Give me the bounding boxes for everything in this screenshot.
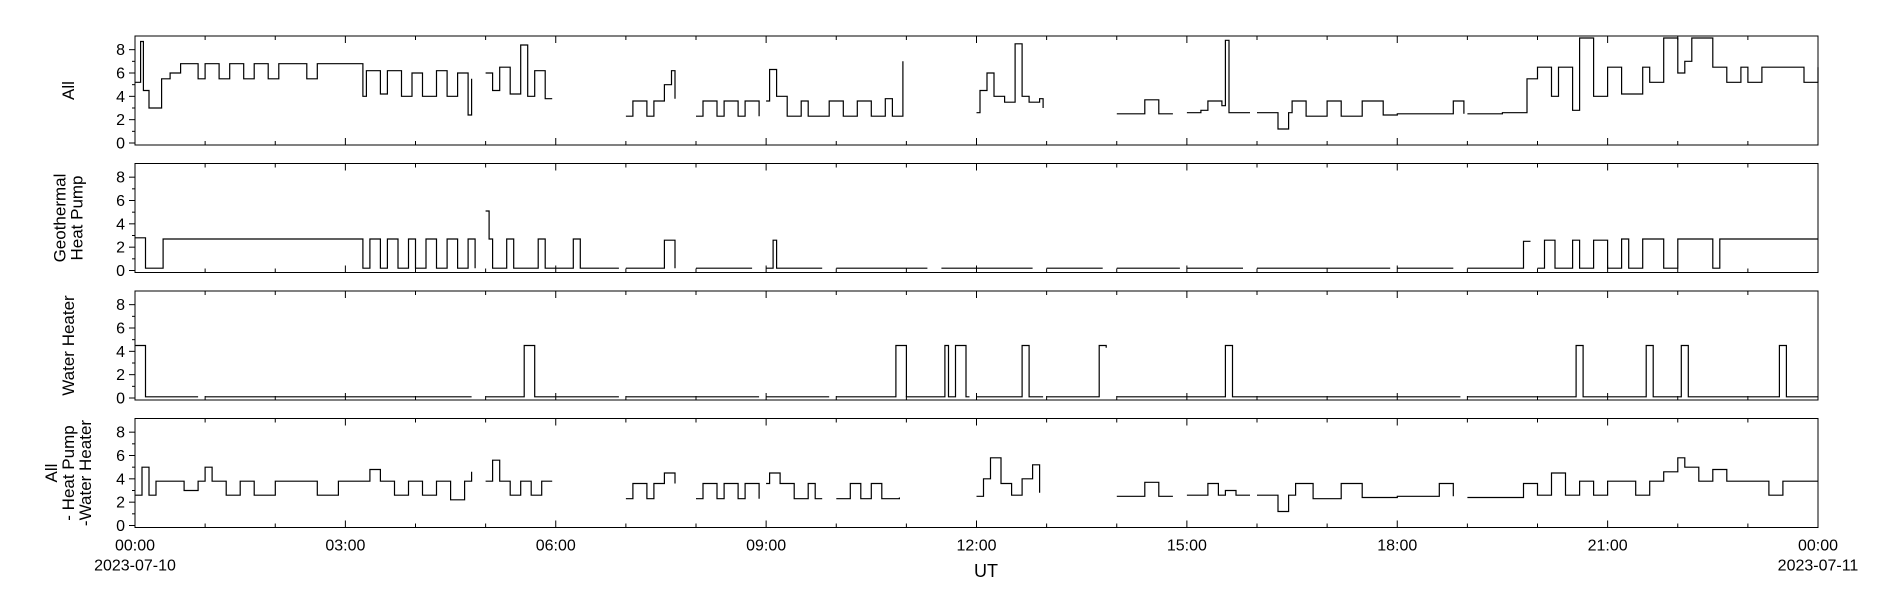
x-tick-label: 00:00 (115, 538, 155, 555)
y-axis-label: -Water Heater (76, 420, 95, 526)
y-tick-label: 6 (116, 66, 125, 83)
series-line (625, 70, 676, 117)
y-tick-label: 2 (116, 495, 125, 512)
x-tick-label: 12:00 (956, 538, 996, 555)
series-line (836, 344, 970, 398)
series-line (485, 344, 619, 398)
series-line (625, 472, 676, 500)
series-line (135, 466, 473, 501)
y-axis-label: All (59, 81, 78, 100)
series-line (976, 43, 1044, 114)
panel-all-minus-heat-pump-water-heater: 0 2 4 6 8 All- Heat Pump-Water Heater (42, 418, 1819, 535)
series-line (135, 344, 199, 398)
x-tick-label: 00:00 (1798, 538, 1838, 555)
series-line (1116, 481, 1173, 497)
y-tick-label: 2 (116, 112, 125, 129)
series-line (485, 459, 553, 496)
series-line (625, 239, 676, 269)
y-tick-label: 0 (116, 391, 125, 408)
series-line (836, 482, 900, 500)
series-line (766, 239, 823, 269)
y-axis-label: Heat Pump (68, 175, 87, 260)
y-axis-label: Geothermal (51, 174, 70, 263)
series-line (1467, 37, 1819, 115)
series-line (1467, 240, 1531, 269)
y-axis-label: - Heat Pump (59, 425, 78, 520)
series-line (766, 61, 904, 117)
series-line (1467, 344, 1818, 398)
y-tick-label: 2 (116, 240, 125, 257)
x-axis: 00:00 2023-07-10 03:00 06:00 09:00 12:00 15:00… (94, 538, 1858, 575)
y-tick-label: 6 (116, 448, 125, 465)
y-axis-label: All (42, 464, 61, 483)
y-tick-label: 4 (116, 216, 125, 233)
x-tick-date: 2023-07-11 (1778, 558, 1859, 575)
y-tick-label: 2 (116, 367, 125, 384)
panel-all: 0 2 4 6 8 All (59, 35, 1819, 153)
series-line (976, 457, 1041, 497)
x-tick-label: 09:00 (746, 538, 786, 555)
series-line (485, 210, 619, 269)
series-line (1257, 100, 1465, 130)
y-tick-label: 0 (116, 263, 125, 280)
y-tick-label: 8 (116, 170, 125, 187)
x-tick-label: 03:00 (325, 538, 365, 555)
panel-water-heater: 0 2 4 6 8 Water Heater (59, 290, 1819, 408)
y-tick-label: 4 (116, 344, 125, 361)
series-line (135, 237, 476, 269)
series-line (976, 344, 1044, 398)
x-tick-label: 06:00 (536, 538, 576, 555)
series-line (696, 482, 760, 500)
series-line (1537, 238, 1818, 269)
y-tick-label: 8 (116, 42, 125, 59)
series-line (1046, 344, 1107, 398)
series-line (1116, 99, 1173, 115)
y-tick-label: 4 (116, 471, 125, 488)
y-tick-label: 0 (116, 136, 125, 153)
x-tick-label: 21:00 (1588, 538, 1628, 555)
series-line (766, 472, 823, 500)
y-tick-label: 6 (116, 321, 125, 338)
series-line (1186, 482, 1250, 496)
series-line (485, 44, 553, 100)
series-line (696, 100, 760, 117)
series-line (135, 40, 473, 116)
series-line (1257, 482, 1454, 513)
x-tick-label: 18:00 (1377, 538, 1417, 555)
panel-frame (134, 290, 1819, 401)
y-tick-label: 4 (116, 89, 125, 106)
x-tick-date: 2023-07-10 (94, 558, 176, 575)
y-tick-label: 8 (116, 425, 125, 442)
y-axis-label: Water Heater (59, 295, 78, 396)
x-tick-label: 15:00 (1167, 538, 1207, 555)
series-line (1467, 457, 1818, 499)
x-axis-title: UT (974, 561, 998, 581)
series-line (1186, 39, 1250, 114)
y-tick-label: 0 (116, 518, 125, 535)
y-tick-label: 6 (116, 193, 125, 210)
y-tick-label: 8 (116, 297, 125, 314)
series-line (1116, 344, 1461, 398)
